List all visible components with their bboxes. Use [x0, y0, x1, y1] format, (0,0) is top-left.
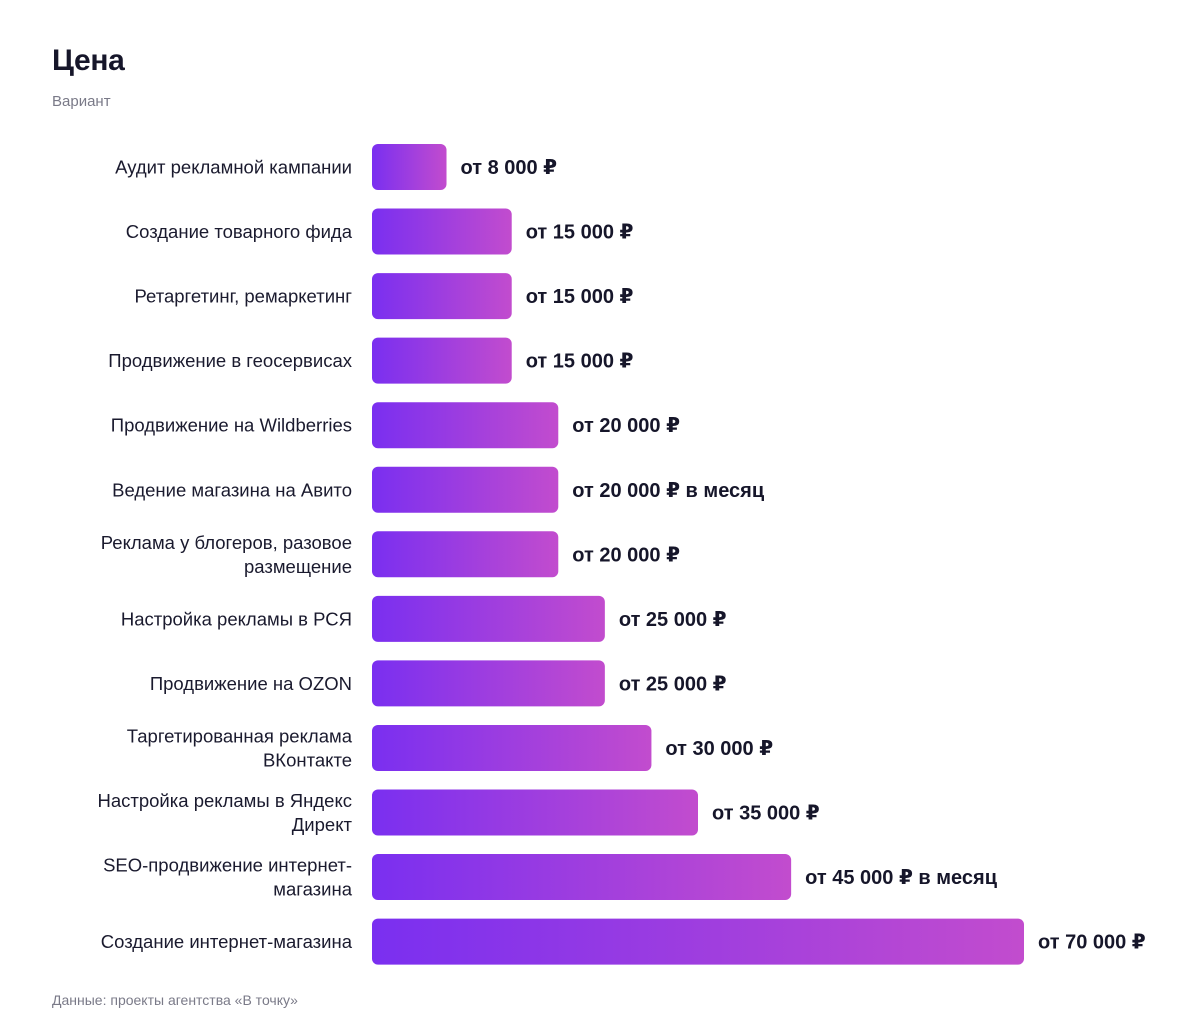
category-label: Настройка рекламы в Яндекс Директ — [97, 790, 352, 835]
bar — [372, 144, 447, 190]
bar — [372, 660, 605, 707]
value-label: от 45 000 ₽ в месяц — [805, 867, 998, 889]
category-label: Продвижение на OZON — [150, 673, 352, 694]
value-label: от 8 000 ₽ — [461, 157, 558, 179]
value-label: от 15 000 ₽ — [526, 222, 634, 244]
source-note: Данные: проекты агентства «В точку» — [52, 992, 298, 1008]
bar — [372, 466, 559, 513]
category-label: Ведение магазина на Авито — [112, 479, 352, 500]
category-label: Продвижение в геосервисах — [108, 350, 352, 371]
category-label: Создание интернет-магазина — [101, 931, 353, 952]
bar — [372, 724, 652, 771]
value-label: от 25 000 ₽ — [619, 609, 727, 631]
bar — [372, 531, 559, 578]
value-label: от 25 000 ₽ — [619, 673, 727, 695]
category-label: Ретаргетинг, ремаркетинг — [135, 286, 353, 307]
bar — [372, 595, 605, 642]
category-label: SEO-продвижение интернет-магазина — [103, 855, 353, 900]
bar — [372, 789, 698, 836]
bars-group: Аудит рекламной кампании от 8 000 ₽ Создан… — [97, 144, 1146, 965]
value-label: от 15 000 ₽ — [526, 351, 634, 373]
bar — [372, 854, 792, 901]
bar — [372, 273, 512, 320]
value-label: от 15 000 ₽ — [526, 286, 634, 308]
category-label: Настройка рекламы в РСЯ — [121, 608, 352, 629]
category-label: Таргетированная реклама ВКонтакте — [127, 725, 353, 770]
value-label: от 70 000 ₽ — [1038, 932, 1146, 954]
bar — [372, 402, 559, 449]
value-label: от 20 000 ₽ — [572, 415, 680, 437]
chart-title: Цена — [52, 44, 125, 77]
category-label: Реклама у блогеров, разовое размещение — [101, 532, 352, 577]
category-label: Аудит рекламной кампании — [115, 157, 352, 178]
value-label: от 20 000 ₽ в месяц — [572, 480, 765, 502]
value-label: от 20 000 ₽ — [572, 544, 680, 566]
bar — [372, 918, 1024, 965]
chart-subtitle: Вариант — [52, 93, 111, 110]
category-label: Продвижение на Wildberries — [111, 415, 352, 436]
bar — [372, 337, 512, 384]
value-label: от 35 000 ₽ — [712, 803, 820, 825]
category-label: Создание товарного фида — [126, 221, 353, 242]
bar — [372, 208, 512, 255]
value-label: от 30 000 ₽ — [665, 738, 773, 760]
